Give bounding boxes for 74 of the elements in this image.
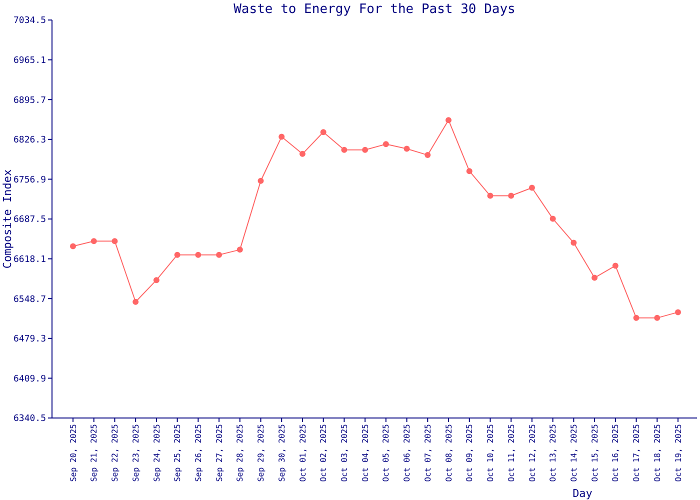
point bbox=[278, 134, 285, 140]
x-tick-label: Oct 14, 2025 bbox=[569, 424, 578, 482]
point bbox=[654, 314, 660, 321]
y-tick-label: 6340.5 bbox=[13, 414, 46, 424]
x-tick-label: Sep 22, 2025 bbox=[110, 424, 120, 482]
x-tick-label: Sep 25, 2025 bbox=[173, 424, 182, 482]
x-tick-label: Sep 29, 2025 bbox=[256, 424, 266, 482]
y-tick-label: 6618.1 bbox=[13, 254, 46, 265]
x-tick-label: Sep 23, 2025 bbox=[131, 424, 140, 482]
point bbox=[528, 184, 535, 191]
x-tick-label: Oct 19, 2025 bbox=[674, 424, 683, 482]
point bbox=[195, 252, 202, 258]
y-axis-title: Composite Index bbox=[1, 168, 14, 269]
x-tick-label: Oct 03, 2025 bbox=[340, 424, 350, 482]
y-tick-label: 6687.5 bbox=[13, 215, 46, 226]
point bbox=[90, 238, 97, 244]
point bbox=[424, 152, 431, 158]
x-tick-label: Oct 05, 2025 bbox=[382, 424, 391, 482]
x-tick-label: Sep 21, 2025 bbox=[90, 424, 99, 482]
point bbox=[70, 243, 76, 250]
x-tick-label: Oct 18, 2025 bbox=[652, 424, 662, 482]
point bbox=[487, 192, 494, 199]
x-tick-label: Oct 08, 2025 bbox=[444, 424, 454, 482]
x-tick-label: Sep 20, 2025 bbox=[68, 424, 78, 482]
y-tick-label: 6965.1 bbox=[13, 56, 46, 66]
x-axis-title: Day bbox=[572, 487, 593, 500]
y-tick-label: 6479.3 bbox=[13, 334, 46, 345]
x-tick-label: Oct 04, 2025 bbox=[360, 424, 370, 482]
y-tick-label: 6409.9 bbox=[13, 374, 46, 384]
x-tick-label: Oct 09, 2025 bbox=[465, 424, 474, 482]
point bbox=[174, 252, 180, 258]
point bbox=[466, 168, 472, 174]
point bbox=[341, 146, 348, 153]
y-tick-label: 6756.9 bbox=[13, 175, 46, 186]
point bbox=[633, 314, 640, 321]
point bbox=[612, 262, 618, 269]
y-tick-label: 6826.3 bbox=[13, 136, 46, 146]
x-tick-label: Sep 28, 2025 bbox=[236, 424, 245, 482]
x-tick-label: Oct 01, 2025 bbox=[298, 424, 308, 482]
y-tick-label: 6895.7 bbox=[13, 96, 46, 106]
x-tick-label: Oct 10, 2025 bbox=[486, 424, 496, 482]
point bbox=[132, 298, 139, 305]
x-tick-label: Oct 11, 2025 bbox=[506, 424, 516, 482]
point bbox=[404, 146, 410, 152]
x-tick-label: Oct 16, 2025 bbox=[611, 424, 620, 482]
point bbox=[550, 216, 556, 222]
point bbox=[320, 129, 326, 136]
point bbox=[216, 252, 222, 258]
y-tick-label: 6548.7 bbox=[13, 294, 46, 305]
point bbox=[675, 309, 681, 316]
x-tick-label: Sep 30, 2025 bbox=[277, 424, 286, 482]
x-tick-label: Sep 27, 2025 bbox=[214, 424, 224, 482]
point bbox=[362, 146, 368, 153]
chart-title: Waste to Energy For the Past 30 Days bbox=[234, 2, 516, 17]
x-tick-label: Oct 17, 2025 bbox=[632, 424, 642, 482]
x-tick-label: Sep 24, 2025 bbox=[152, 424, 162, 482]
point bbox=[236, 246, 243, 253]
point bbox=[382, 141, 389, 148]
x-tick-label: Oct 02, 2025 bbox=[319, 424, 328, 482]
point bbox=[446, 117, 452, 124]
y-tick-label: 7034.5 bbox=[13, 16, 46, 26]
point bbox=[592, 274, 598, 281]
point bbox=[258, 178, 264, 184]
x-tick-label: Oct 06, 2025 bbox=[402, 424, 412, 482]
x-tick-label: Oct 07, 2025 bbox=[423, 424, 432, 482]
x-tick-label: Oct 15, 2025 bbox=[590, 424, 600, 482]
x-tick-label: Oct 12, 2025 bbox=[528, 424, 537, 482]
point bbox=[299, 150, 306, 157]
point bbox=[508, 192, 514, 199]
point bbox=[570, 240, 577, 246]
point bbox=[153, 277, 160, 284]
x-tick-label: Sep 26, 2025 bbox=[194, 424, 203, 482]
point bbox=[112, 238, 118, 244]
x-tick-label: Oct 13, 2025 bbox=[548, 424, 558, 482]
